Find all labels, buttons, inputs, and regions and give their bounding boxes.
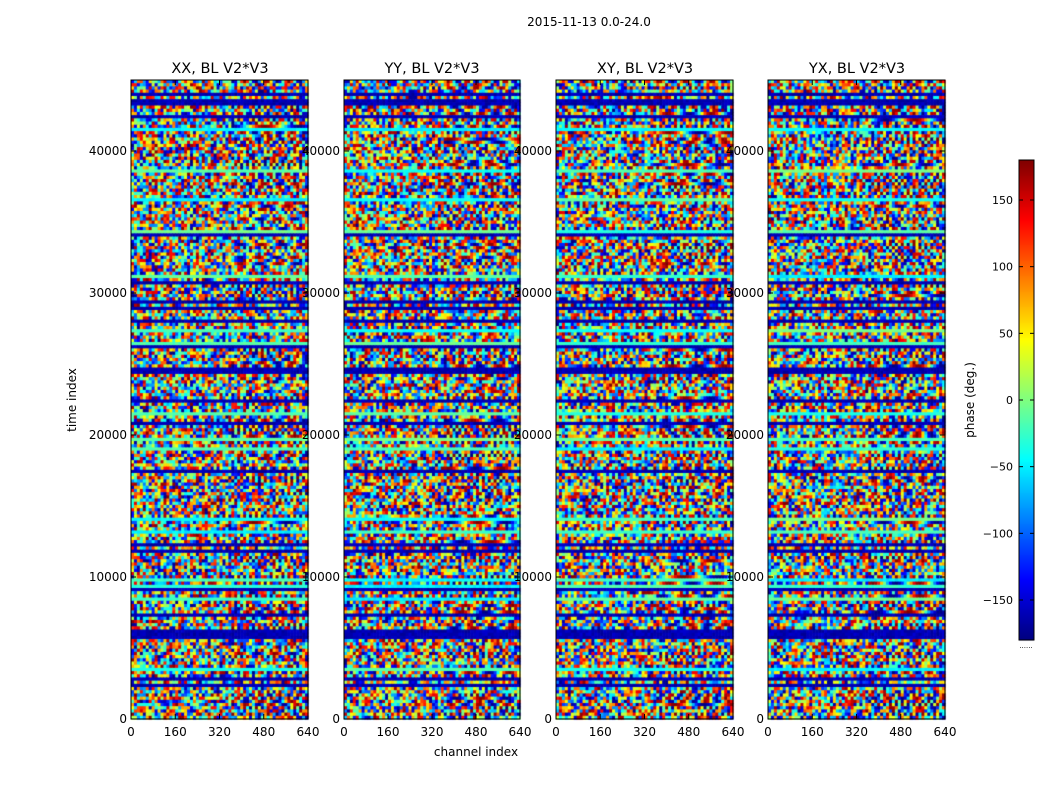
x-tick-label: 0 [552,725,560,739]
y-tick-label: 30000 [726,286,764,300]
panel-xx: XX, BL V2*V3 0 160 320 480 640 0 10000 20000 300… [89,61,320,739]
y-axis-label: time index [65,368,79,432]
colorbar-tick-label: 0 [1006,394,1013,407]
y-tick-label: 30000 [89,286,127,300]
figure-suptitle: 2015-11-13 0.0-24.0 [527,15,651,29]
x-tick-label: 320 [845,725,868,739]
y-tick-label: 0 [544,712,552,726]
y-tick-label: 20000 [302,428,340,442]
x-tick-label: 160 [377,725,400,739]
panel-title-yy: YY, BL V2*V3 [383,61,479,77]
y-tick-label: 30000 [302,286,340,300]
y-tick-label: 0 [756,712,764,726]
panel-title-xy: XY, BL V2*V3 [597,61,693,77]
x-tick-label: 160 [801,725,824,739]
y-tick-label: 10000 [514,570,552,584]
colorbar: 150 100 50 0 −50 −100 −150 [983,159,1035,641]
panel-yx: YX, BL V2*V3 0 160 320 480 640 0 10000 20000 300… [726,61,957,739]
panel-title-yx: YX, BL V2*V3 [808,61,905,77]
y-tick-label: 20000 [726,428,764,442]
x-tick-label: 160 [589,725,612,739]
x-tick-label: 640 [722,725,745,739]
x-axis-label: channel index [434,745,518,759]
colorbar-tick-label: −50 [990,461,1013,474]
colorbar-label: phase (deg.) [963,362,977,438]
colorbar-tick-label: −100 [983,527,1013,540]
x-tick-label: 640 [297,725,320,739]
y-tick-label: 40000 [302,144,340,158]
panel-yy: YY, BL V2*V3 0 160 320 480 640 0 10000 20000 300… [302,61,532,739]
x-tick-label: 480 [889,725,912,739]
x-tick-label: 160 [164,725,187,739]
colorbar-tick-label: 100 [992,261,1013,274]
x-tick-label: 0 [340,725,348,739]
colorbar-tick-label: 150 [992,194,1013,207]
y-tick-label: 40000 [726,144,764,158]
y-tick-label: 30000 [514,286,552,300]
x-tick-label: 480 [252,725,275,739]
x-tick-label: 320 [208,725,231,739]
x-tick-label: 320 [421,725,444,739]
x-tick-label: 640 [934,725,957,739]
y-tick-label: 0 [332,712,340,726]
x-tick-label: 0 [764,725,772,739]
x-tick-label: 0 [127,725,135,739]
y-tick-label: 0 [119,712,127,726]
y-tick-label: 40000 [514,144,552,158]
y-tick-label: 10000 [726,570,764,584]
y-tick-label: 20000 [89,428,127,442]
x-tick-label: 320 [633,725,656,739]
y-tick-label: 20000 [514,428,552,442]
x-tick-label: 640 [509,725,532,739]
x-tick-label: 480 [677,725,700,739]
panel-xy: XY, BL V2*V3 0 160 320 480 640 0 10000 20000 300… [514,61,745,739]
x-tick-label: 480 [465,725,488,739]
colorbar-footnote: ...... [1019,642,1032,650]
colorbar-tick-label: 50 [999,327,1013,340]
y-tick-label: 10000 [89,570,127,584]
panel-title-xx: XX, BL V2*V3 [171,61,268,77]
colorbar-tick-label: −150 [983,594,1013,607]
y-tick-label: 40000 [89,144,127,158]
y-tick-label: 10000 [302,570,340,584]
